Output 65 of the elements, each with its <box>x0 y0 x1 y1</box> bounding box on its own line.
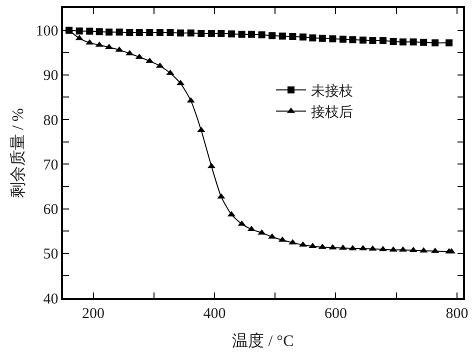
y-tick-label: 70 <box>43 157 58 174</box>
y-tick-label: 90 <box>43 68 58 84</box>
point <box>75 34 84 40</box>
point <box>446 39 453 46</box>
point <box>136 29 143 36</box>
point <box>390 38 397 45</box>
y-tick-label: 100 <box>36 24 58 40</box>
point <box>218 30 225 37</box>
point <box>105 44 114 50</box>
point <box>369 37 376 44</box>
point <box>309 34 316 42</box>
point <box>410 38 417 46</box>
point <box>360 36 366 44</box>
point <box>389 246 398 252</box>
point <box>187 29 194 36</box>
point <box>186 97 195 103</box>
point <box>177 29 184 36</box>
point <box>432 39 439 46</box>
point <box>400 38 406 46</box>
point <box>329 35 336 42</box>
legend-label: 接枝后 <box>311 104 353 121</box>
y-axis-title: 剩余质量 / % <box>9 108 28 198</box>
point <box>268 32 276 40</box>
point <box>258 229 266 235</box>
point <box>198 30 205 37</box>
point <box>86 28 94 35</box>
point <box>349 36 356 44</box>
point <box>268 233 276 239</box>
x-tick-label: 600 <box>324 306 347 322</box>
point <box>76 27 83 34</box>
x-tick-label: 400 <box>203 306 226 322</box>
point <box>420 38 428 46</box>
point <box>166 29 174 36</box>
point <box>238 30 246 38</box>
point <box>156 29 164 36</box>
point <box>96 28 103 36</box>
point <box>106 28 113 36</box>
point <box>340 36 346 43</box>
point <box>348 244 357 250</box>
point <box>228 30 235 38</box>
legend-label: 未接枝 <box>311 83 353 100</box>
point <box>278 32 286 40</box>
x-tick-label: 800 <box>446 306 468 322</box>
point <box>115 46 124 52</box>
point <box>289 33 296 40</box>
y-tick-label: 50 <box>43 246 58 263</box>
point <box>238 220 246 226</box>
point <box>146 29 154 36</box>
point <box>300 34 306 40</box>
point <box>368 245 377 251</box>
point <box>318 34 326 42</box>
y-tick-label: 80 <box>43 112 58 129</box>
point <box>380 37 386 44</box>
x-tick-label: 200 <box>82 306 105 322</box>
point <box>409 246 418 252</box>
point <box>258 31 266 38</box>
point <box>248 30 255 38</box>
y-tick-label: 40 <box>43 291 58 308</box>
point <box>176 80 185 86</box>
point <box>126 29 134 36</box>
point <box>116 28 123 36</box>
x-axis-title: 温度 / °C <box>232 332 294 350</box>
point <box>208 30 215 37</box>
point <box>86 39 94 45</box>
y-tick-label: 60 <box>43 202 58 218</box>
